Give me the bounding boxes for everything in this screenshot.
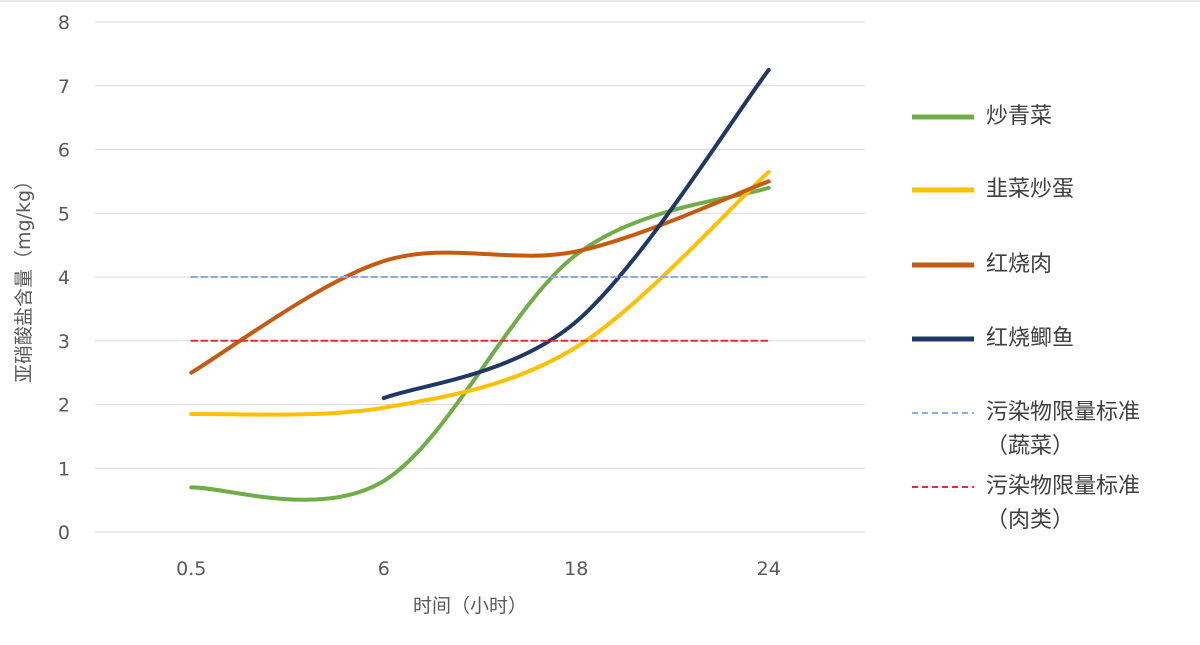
legend-swatch-svg: [912, 114, 974, 120]
legend-item: 污染物限量标准（蔬菜）: [910, 396, 1200, 464]
x-tick-label: 6: [378, 558, 390, 580]
y-tick-label: 4: [58, 267, 70, 289]
y-tick-label: 3: [58, 331, 70, 353]
legend-swatch: [910, 173, 976, 195]
x-tick-label: 24: [757, 558, 781, 580]
x-tick-label: 18: [564, 558, 588, 580]
y-tick-label: 7: [58, 76, 70, 98]
x-tick-label: 0.5: [176, 558, 206, 580]
series-line: [189, 179, 771, 375]
y-tick-label: 1: [58, 458, 70, 480]
legend-item: 韭菜炒蛋: [910, 173, 1200, 207]
legend-label: 污染物限量标准（蔬菜）: [986, 400, 1141, 459]
legend-swatch-svg: [912, 262, 974, 268]
legend-label: 红烧肉: [986, 252, 1053, 277]
legend-label: 炒青菜: [986, 104, 1053, 129]
y-tick-label: 5: [58, 203, 70, 225]
legend-swatch-svg: [912, 486, 974, 488]
series-line: [189, 169, 771, 417]
legend-label: 韭菜炒蛋: [986, 177, 1075, 202]
x-axis-title: 时间（小时）: [413, 595, 527, 617]
legend-item: 炒青菜: [910, 100, 1200, 134]
legend-swatch-svg: [912, 412, 974, 414]
legend-label: 污染物限量标准（肉类）: [986, 474, 1141, 533]
legend-label: 红烧鲫鱼: [986, 326, 1075, 351]
y-tick-label: 2: [58, 395, 70, 417]
legend-item: 红烧鲫鱼: [910, 322, 1200, 356]
legend-swatch: [910, 100, 976, 122]
y-axis-title: 亚硝酸盐含量（mg/kg）: [13, 171, 35, 383]
series-line: [189, 185, 771, 502]
legend-item: 污染物限量标准（肉类）: [910, 470, 1200, 538]
legend-swatch: [910, 470, 976, 492]
y-tick-label: 0: [58, 522, 70, 544]
series-line: [381, 67, 771, 401]
legend-swatch-svg: [912, 336, 974, 342]
legend-swatch-svg: [912, 187, 974, 193]
legend-swatch: [910, 248, 976, 270]
legend-swatch: [910, 396, 976, 418]
legend-item: 红烧肉: [910, 248, 1200, 282]
y-tick-label: 8: [58, 12, 70, 34]
legend-swatch: [910, 322, 976, 344]
y-tick-label: 6: [58, 140, 70, 162]
